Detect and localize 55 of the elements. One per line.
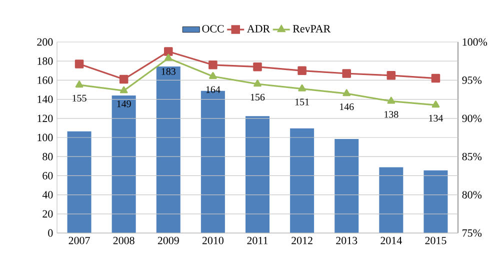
y-tick-label: 200 bbox=[37, 38, 53, 46]
point bbox=[253, 62, 262, 72]
point bbox=[208, 60, 218, 70]
y2-tick-label: 90% bbox=[462, 114, 482, 122]
y-tick-label: 140 bbox=[38, 96, 53, 103]
data-label: 155 bbox=[72, 94, 86, 102]
y2-tick-label: 95% bbox=[462, 76, 482, 84]
point bbox=[387, 96, 396, 104]
point bbox=[432, 100, 440, 108]
x-tick-label: 2015 bbox=[425, 236, 446, 244]
point bbox=[164, 47, 173, 56]
point bbox=[120, 86, 128, 94]
x-tick-label: 2008 bbox=[113, 236, 134, 244]
point bbox=[254, 80, 262, 87]
y-tick-label: 0 bbox=[48, 229, 53, 237]
point bbox=[298, 66, 306, 76]
y2-tick-label: 85% bbox=[462, 152, 482, 160]
point bbox=[75, 80, 84, 88]
x-tick-label: 2010 bbox=[202, 236, 224, 244]
y-tick-label: 40 bbox=[42, 191, 53, 198]
point bbox=[209, 72, 217, 79]
y-tick-label: 60 bbox=[42, 172, 53, 180]
data-label: 156 bbox=[250, 94, 265, 101]
legend-label: OCC bbox=[202, 25, 224, 32]
x-tick-label: 2007 bbox=[68, 236, 90, 244]
data-label: 149 bbox=[117, 100, 131, 108]
x-tick-label: 2014 bbox=[380, 236, 402, 244]
y2-tick-label: 100% bbox=[462, 38, 488, 46]
point bbox=[119, 74, 128, 84]
point bbox=[164, 54, 172, 61]
legend-label: ADR bbox=[247, 25, 270, 32]
data-label: 151 bbox=[295, 98, 309, 106]
point bbox=[74, 60, 84, 68]
x-tick-label: 2009 bbox=[158, 236, 179, 244]
data-label: 183 bbox=[162, 68, 176, 75]
point bbox=[431, 74, 440, 83]
x-tick-label: 2011 bbox=[247, 236, 268, 244]
y2-tick-label: 75% bbox=[462, 229, 482, 237]
point bbox=[342, 89, 351, 96]
point bbox=[386, 71, 396, 80]
point bbox=[298, 84, 306, 92]
y-tick-label: 180 bbox=[38, 57, 53, 65]
x-tick-label: 2013 bbox=[336, 236, 358, 244]
y-tick-label: 20 bbox=[42, 210, 53, 218]
data-label: 138 bbox=[384, 111, 398, 118]
data-label: 146 bbox=[340, 103, 354, 110]
y-tick-label: 120 bbox=[38, 114, 53, 122]
y-tick-label: 80 bbox=[42, 152, 53, 160]
y-tick-label: 160 bbox=[38, 76, 53, 84]
legend-label: RevPAR bbox=[292, 25, 331, 32]
y2-tick-label: 80% bbox=[462, 191, 482, 199]
point bbox=[342, 69, 351, 78]
x-tick-label: 2012 bbox=[292, 236, 312, 244]
data-label: 134 bbox=[429, 114, 444, 122]
y-tick-label: 100 bbox=[38, 134, 53, 142]
